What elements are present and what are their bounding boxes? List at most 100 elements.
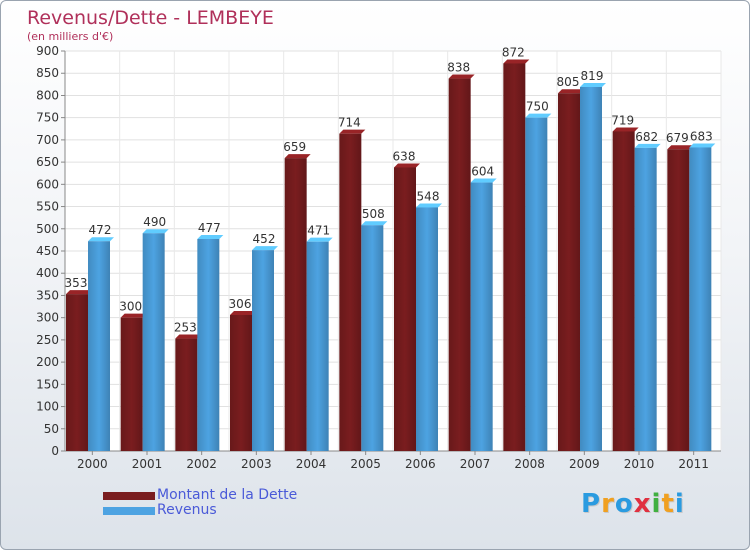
bar-top xyxy=(525,113,552,118)
bar-top xyxy=(88,237,114,242)
bar-top xyxy=(252,246,278,251)
bar-value-label: 683 xyxy=(690,129,713,143)
logo-letter: o xyxy=(614,489,634,519)
y-tick-label: 50 xyxy=(44,422,59,436)
bar xyxy=(448,78,471,452)
bar-value-label: 682 xyxy=(635,130,658,144)
y-tick-label: 750 xyxy=(36,111,59,125)
x-tick-label: 2008 xyxy=(514,457,545,471)
legend-swatch-revenus xyxy=(103,507,155,515)
y-tick-label: 900 xyxy=(36,44,59,58)
bar xyxy=(634,147,657,451)
x-tick-label: 2004 xyxy=(296,457,327,471)
bar-top xyxy=(503,59,530,64)
bar-top xyxy=(558,89,584,94)
bar-value-label: 353 xyxy=(65,276,88,290)
x-tick-label: 2007 xyxy=(460,457,491,471)
bar-value-label: 452 xyxy=(253,232,276,246)
bar-top xyxy=(470,178,497,183)
bar-value-label: 604 xyxy=(471,165,494,179)
bar xyxy=(580,87,602,451)
x-tick-label: 2010 xyxy=(624,457,655,471)
legend-label-dette: Montant de la Dette xyxy=(157,487,298,503)
x-tick-label: 2003 xyxy=(241,457,272,471)
bar xyxy=(612,131,635,451)
y-tick-label: 600 xyxy=(36,177,59,191)
bar xyxy=(230,315,252,451)
bar-top xyxy=(361,221,388,226)
bar-top xyxy=(339,129,366,134)
bar-value-label: 679 xyxy=(666,131,689,145)
x-tick-label: 2000 xyxy=(77,457,108,471)
bar xyxy=(416,207,438,451)
bar-value-label: 750 xyxy=(526,100,549,114)
legend-label-revenus: Revenus xyxy=(157,502,217,518)
bar xyxy=(470,182,493,452)
y-tick-label: 700 xyxy=(36,133,59,147)
y-tick-label: 850 xyxy=(36,66,59,80)
bar-top xyxy=(394,163,420,168)
y-tick-label: 500 xyxy=(36,222,59,236)
bar-top xyxy=(667,145,694,150)
bar xyxy=(88,241,110,451)
bar-value-label: 638 xyxy=(393,149,416,163)
bar-top xyxy=(175,334,202,339)
bar-value-label: 490 xyxy=(143,215,166,229)
logo-letter: r xyxy=(601,489,615,519)
bar xyxy=(284,158,307,451)
bar xyxy=(361,225,384,451)
bar-top xyxy=(689,143,716,148)
bar-top xyxy=(66,290,92,295)
bar-value-label: 306 xyxy=(229,297,252,311)
bar xyxy=(689,147,712,451)
y-tick-label: 450 xyxy=(36,244,59,258)
logo-letter: x xyxy=(633,489,652,519)
bar xyxy=(175,338,198,451)
bar xyxy=(339,133,362,451)
bar xyxy=(252,250,274,451)
x-tick-label: 2001 xyxy=(132,457,163,471)
bar-value-label: 838 xyxy=(447,61,470,75)
x-tick-label: 2011 xyxy=(678,457,709,471)
bar xyxy=(197,239,220,451)
bar xyxy=(558,93,580,451)
bar xyxy=(525,117,548,452)
bar-value-label: 472 xyxy=(89,223,112,237)
y-tick-label: 150 xyxy=(36,377,59,391)
bar xyxy=(667,149,690,451)
logo-letter: i xyxy=(651,489,662,519)
logo-letter: t xyxy=(661,489,675,519)
y-tick-label: 650 xyxy=(36,155,59,169)
bar-value-label: 508 xyxy=(362,207,385,221)
y-tick-label: 350 xyxy=(36,288,59,302)
bar-top xyxy=(197,235,224,239)
bar xyxy=(394,167,416,451)
x-tick-label: 2005 xyxy=(350,457,381,471)
y-tick-label: 0 xyxy=(51,444,59,458)
bar-top xyxy=(142,229,169,234)
bar-value-label: 253 xyxy=(174,321,197,335)
bar xyxy=(142,233,165,451)
y-tick-label: 550 xyxy=(36,200,59,214)
bar-value-label: 714 xyxy=(338,116,361,130)
bar-top xyxy=(306,237,333,242)
bar-value-label: 548 xyxy=(417,189,440,203)
y-tick-label: 250 xyxy=(36,333,59,347)
bar-top xyxy=(284,154,311,159)
bar xyxy=(306,241,329,451)
proxiti-logo: Proxiti xyxy=(581,489,685,519)
y-tick-label: 800 xyxy=(36,88,59,102)
bar-value-label: 805 xyxy=(557,75,580,89)
x-tick-label: 2002 xyxy=(186,457,217,471)
bar xyxy=(66,294,88,451)
y-tick-label: 300 xyxy=(36,311,59,325)
bar-value-label: 300 xyxy=(119,300,142,314)
bar xyxy=(120,317,143,451)
bar-value-label: 872 xyxy=(502,45,525,59)
bar-top xyxy=(416,203,442,208)
x-tick-label: 2006 xyxy=(405,457,436,471)
bar xyxy=(503,63,526,451)
bar-top xyxy=(120,313,147,318)
bar-top xyxy=(580,83,606,87)
